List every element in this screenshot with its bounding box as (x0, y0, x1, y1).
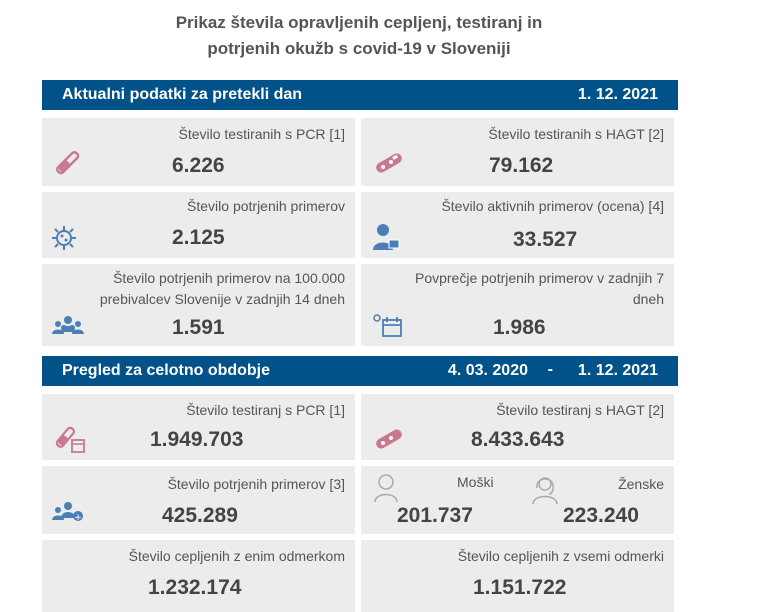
tile-label-line-2: dneh (632, 291, 664, 307)
tile-daily-pcr: Število testiranih s PCR [1] 6.226 (42, 118, 355, 186)
title-line-1: Prikaz števila opravljenih cepljenj, tes… (175, 13, 543, 32)
test-tube-icon (55, 150, 80, 175)
tile-label: Število cepljenih z vsemi odmerki (457, 548, 664, 564)
people-group-icon (52, 316, 84, 334)
svg-text:+: + (74, 513, 82, 523)
tile-label: Število testiranj s HAGT [2] (496, 402, 664, 418)
test-tubes-icon (55, 426, 85, 453)
rapid-test-icon (376, 429, 402, 449)
tile-daily-confirmed: Število potrjenih primerov 2.125 (42, 192, 355, 258)
page-title: Prikaz števila opravljenih cepljenj, tes… (38, 10, 680, 62)
tile-daily-14day: Število potrjenih primerov na 100.000 pr… (42, 264, 355, 346)
tile-value: 1.986 (493, 316, 546, 339)
total-date-to: 1. 12. 2021 (577, 362, 658, 379)
daily-date: 1. 12. 2021 (577, 86, 658, 103)
dashboard-panel: Prikaz števila opravljenih cepljenj, tes… (38, 0, 680, 612)
tile-total-all-doses: Število cepljenih z vsemi odmerki 1.151.… (361, 540, 674, 612)
total-date-from: 4. 03. 2020 (447, 362, 528, 379)
tile-label: Število cepljenih z enim odmerkom (128, 548, 345, 564)
tile-total-hagt: Število testiranj s HAGT [2] 8.433.643 (361, 394, 674, 460)
virus-icon (52, 226, 76, 250)
tile-value: 2.125 (172, 226, 225, 249)
female-icon (532, 477, 558, 504)
tile-total-confirmed: + Število potrjenih primerov [3] 425.289 (42, 466, 355, 534)
male-icon (374, 474, 398, 502)
tile-total-gender: Moški 201.737 Ženske 223.240 (361, 466, 674, 534)
total-section-header: Pregled za celotno obdobje 4. 03. 2020 -… (42, 356, 678, 386)
tile-total-one-dose: Število cepljenih z enim odmerkom 1.232.… (42, 540, 355, 612)
tile-label-line-2: prebivalcev Slovenije v zadnjih 14 dneh (99, 291, 345, 307)
tile-label: Povprečje potrjenih primerov v zadnjih 7… (415, 268, 664, 310)
rapid-test-icon (376, 153, 402, 173)
tile-daily-hagt: Število testiranih s HAGT [2] 79.162 (361, 118, 674, 186)
male-value: 201.737 (397, 504, 473, 527)
tile-label: Število potrjenih primerov na 100.000 pr… (100, 268, 345, 310)
tile-label-line-1: Število potrjenih primerov na 100.000 (113, 270, 345, 286)
tile-label-line-1: Povprečje potrjenih primerov v zadnjih 7 (414, 270, 664, 286)
tile-value: 8.433.643 (471, 428, 565, 451)
patient-icon (373, 224, 400, 250)
tile-value: 1.151.722 (473, 576, 567, 599)
tile-label: Število potrjenih primerov [3] (167, 476, 345, 492)
tile-value: 425.289 (162, 504, 238, 527)
tile-value: 79.162 (489, 154, 554, 177)
tile-label: Število testiranj s PCR [1] (186, 402, 345, 418)
daily-section-header: Aktualni podatki za pretekli dan 1. 12. … (42, 80, 678, 110)
female-label: Ženske (618, 476, 664, 492)
people-group-icon: + (52, 502, 83, 523)
tile-daily-7day: Povprečje potrjenih primerov v zadnjih 7… (361, 264, 674, 346)
tile-value: 33.527 (513, 228, 578, 251)
calendar-virus-icon (373, 314, 402, 337)
female-value: 223.240 (563, 504, 639, 527)
tile-total-pcr: Število testiranj s PCR [1] 1.949.703 (42, 394, 355, 460)
total-date-dash: - (547, 361, 553, 378)
tile-value: 6.226 (172, 154, 225, 177)
tile-label: Število testiranih s HAGT [2] (488, 126, 664, 142)
total-header-label: Pregled za celotno obdobje (62, 362, 271, 379)
tile-label: Število testiranih s PCR [1] (178, 126, 345, 142)
male-label: Moški (457, 474, 494, 490)
tile-label: Število aktivnih primerov (ocena) [4] (441, 198, 664, 214)
tile-value: 1.949.703 (150, 428, 244, 451)
tile-daily-active: Število aktivnih primerov (ocena) [4] 33… (361, 192, 674, 258)
tile-label: Število potrjenih primerov (187, 198, 345, 214)
title-line-2: potrjenih okužb s covid-19 v Sloveniji (207, 39, 511, 58)
tile-value: 1.591 (172, 316, 225, 339)
daily-header-label: Aktualni podatki za pretekli dan (62, 86, 303, 103)
tile-value: 1.232.174 (148, 576, 242, 599)
